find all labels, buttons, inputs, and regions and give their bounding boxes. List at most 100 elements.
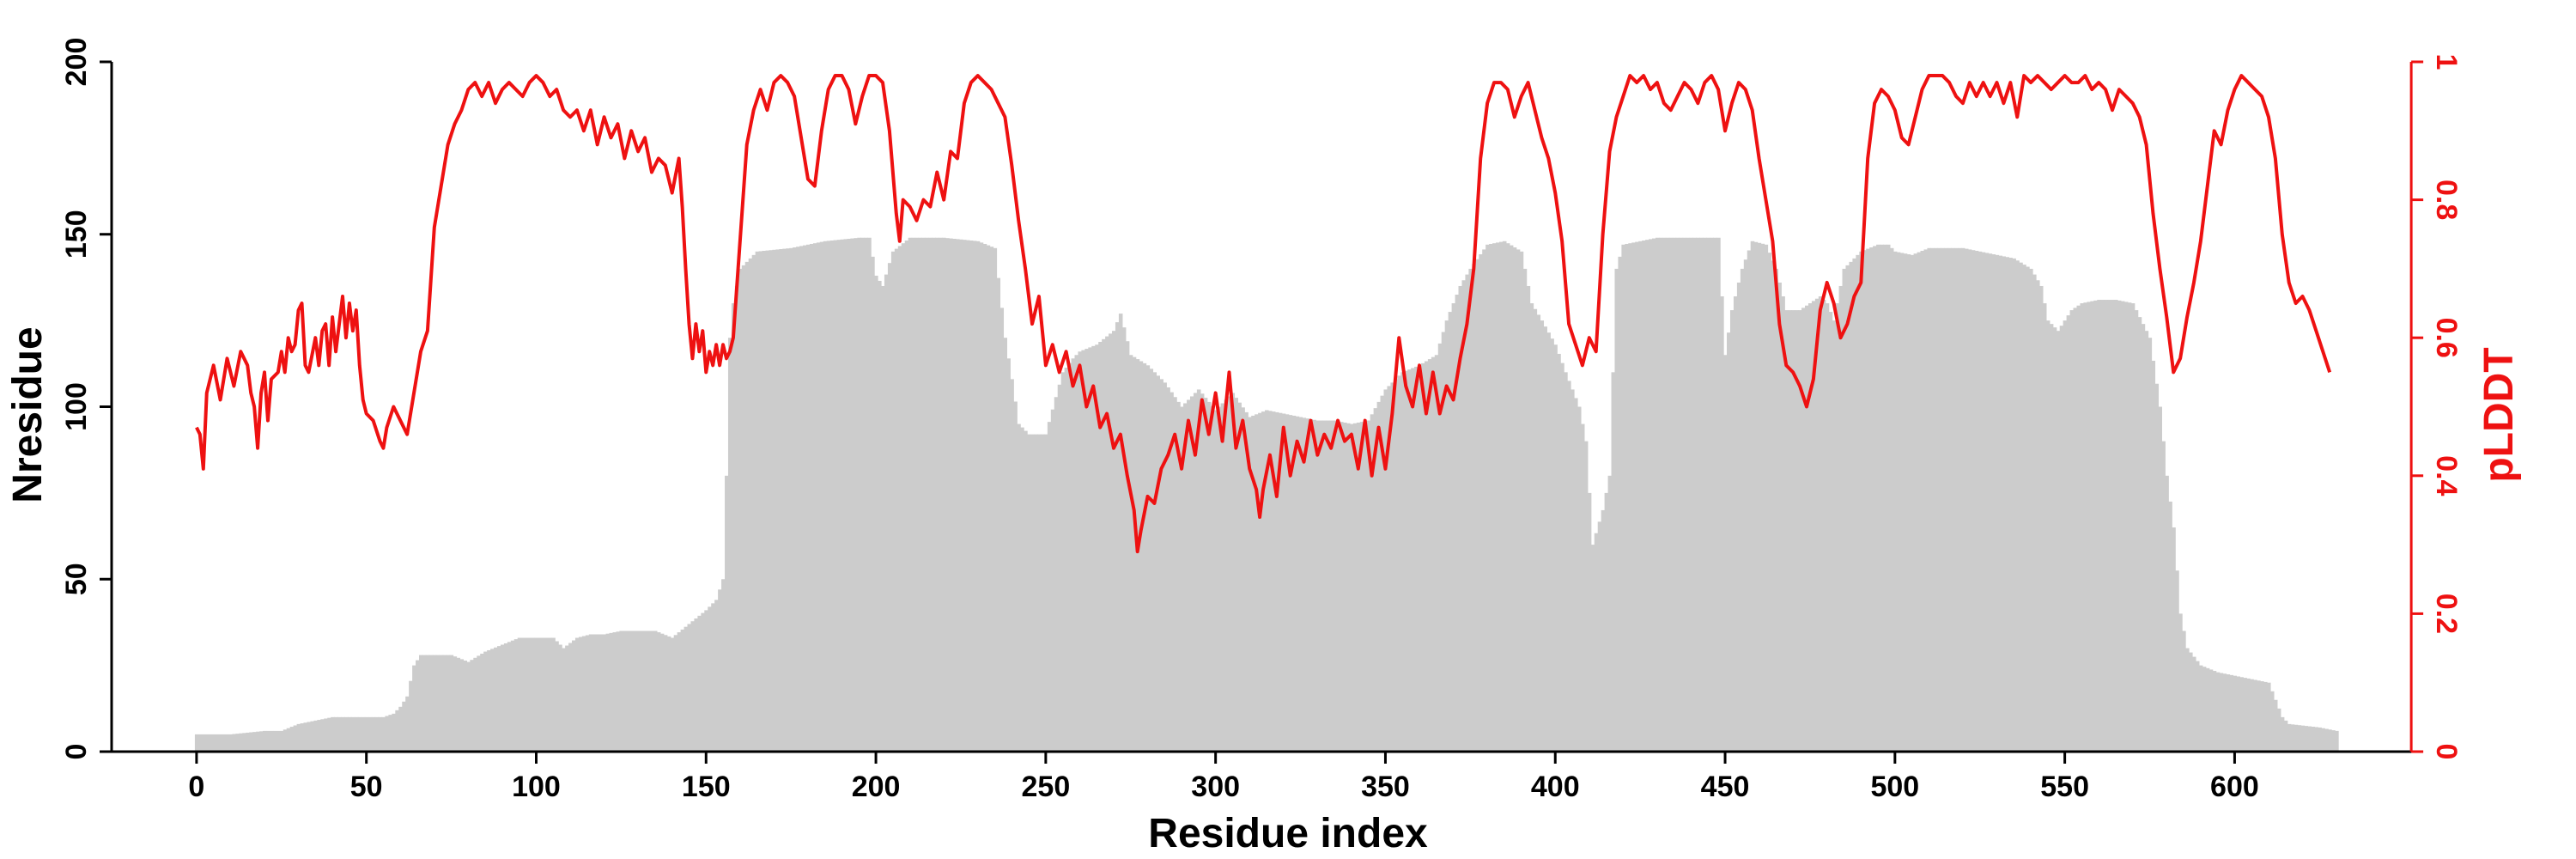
bar bbox=[1248, 417, 1252, 752]
bar bbox=[748, 258, 753, 752]
bar bbox=[708, 606, 712, 752]
bar bbox=[1927, 247, 1931, 752]
bar bbox=[2148, 338, 2153, 752]
bar bbox=[1485, 244, 1490, 752]
bar bbox=[1383, 389, 1388, 752]
bar bbox=[1713, 237, 1717, 752]
bar bbox=[1193, 393, 1198, 752]
bar bbox=[289, 727, 295, 752]
bar bbox=[1424, 361, 1429, 752]
bar bbox=[650, 631, 654, 752]
bar bbox=[1251, 415, 1255, 752]
bar bbox=[1917, 252, 1922, 752]
bar bbox=[2290, 724, 2295, 752]
bar bbox=[1489, 243, 1493, 752]
bar bbox=[751, 254, 756, 752]
bar bbox=[265, 730, 270, 752]
bar bbox=[1543, 326, 1547, 752]
bar bbox=[1811, 301, 1816, 752]
bar bbox=[890, 251, 896, 752]
bar bbox=[965, 240, 970, 752]
bar bbox=[2093, 300, 2098, 752]
bar bbox=[1006, 358, 1011, 752]
bar bbox=[1533, 308, 1538, 752]
bar bbox=[446, 655, 451, 752]
bar bbox=[1418, 365, 1422, 752]
bar bbox=[1380, 395, 1385, 752]
bar bbox=[293, 725, 298, 752]
bar bbox=[2049, 324, 2054, 752]
bar bbox=[714, 600, 719, 752]
bar bbox=[296, 723, 301, 752]
bar bbox=[520, 637, 526, 752]
bar bbox=[598, 634, 604, 752]
bar bbox=[2123, 302, 2129, 752]
bar bbox=[1356, 422, 1361, 752]
bar bbox=[1618, 256, 1622, 752]
bar bbox=[1163, 382, 1167, 752]
bar bbox=[534, 637, 539, 752]
bar bbox=[2263, 681, 2268, 752]
bar bbox=[1991, 254, 1996, 752]
bar bbox=[235, 734, 240, 752]
bar bbox=[1923, 249, 1929, 752]
bar bbox=[1516, 249, 1521, 752]
bar bbox=[1866, 248, 1870, 752]
bar bbox=[1132, 356, 1137, 752]
bar bbox=[1764, 244, 1769, 752]
bar bbox=[683, 626, 689, 752]
bar bbox=[1964, 248, 1969, 752]
bar bbox=[2280, 716, 2285, 752]
bar bbox=[272, 730, 277, 752]
bar bbox=[378, 716, 383, 752]
bar bbox=[1050, 409, 1055, 752]
bar bbox=[2042, 303, 2047, 752]
bar bbox=[1642, 240, 1646, 752]
bar bbox=[2059, 326, 2064, 752]
bar bbox=[1805, 305, 1809, 752]
bar bbox=[1020, 427, 1024, 752]
bar bbox=[602, 634, 607, 752]
bar bbox=[562, 648, 566, 752]
bar bbox=[727, 338, 732, 752]
bar bbox=[816, 242, 821, 752]
bar bbox=[197, 734, 203, 752]
bar bbox=[633, 631, 637, 752]
bar bbox=[524, 637, 529, 752]
bar bbox=[1189, 396, 1194, 752]
x-tick-label: 450 bbox=[1701, 771, 1750, 803]
bar bbox=[2073, 308, 2078, 752]
bar bbox=[1825, 303, 1830, 752]
bar bbox=[1760, 243, 1765, 752]
bar bbox=[1159, 379, 1163, 752]
bar bbox=[1814, 298, 1820, 752]
bar bbox=[513, 639, 519, 752]
x-tick-label: 400 bbox=[1531, 771, 1580, 803]
bar bbox=[1319, 420, 1323, 752]
axes-layer: 0 50 100 150 200 250 300 350 400 450 500 550 600 0 50 1… bbox=[60, 38, 2463, 803]
bar bbox=[208, 734, 213, 752]
bar bbox=[409, 680, 413, 752]
bar bbox=[656, 632, 661, 752]
bar bbox=[568, 643, 573, 752]
bar bbox=[1960, 247, 1965, 752]
bar bbox=[1753, 241, 1759, 752]
bar bbox=[1125, 341, 1130, 752]
bar bbox=[416, 660, 420, 752]
bar bbox=[310, 721, 314, 752]
y-left-tick-label: 100 bbox=[60, 382, 93, 431]
bar bbox=[1557, 353, 1561, 752]
bar bbox=[1651, 238, 1656, 752]
bar bbox=[2134, 310, 2139, 752]
bar bbox=[1227, 396, 1232, 752]
bar bbox=[711, 603, 715, 752]
bar bbox=[1798, 310, 1802, 752]
bar bbox=[1777, 282, 1782, 752]
bar bbox=[1329, 420, 1334, 752]
bar bbox=[874, 275, 878, 752]
bar bbox=[666, 636, 671, 752]
bar bbox=[1621, 244, 1625, 752]
bar bbox=[2083, 302, 2087, 752]
bar bbox=[2212, 671, 2217, 752]
bar bbox=[2300, 725, 2306, 752]
